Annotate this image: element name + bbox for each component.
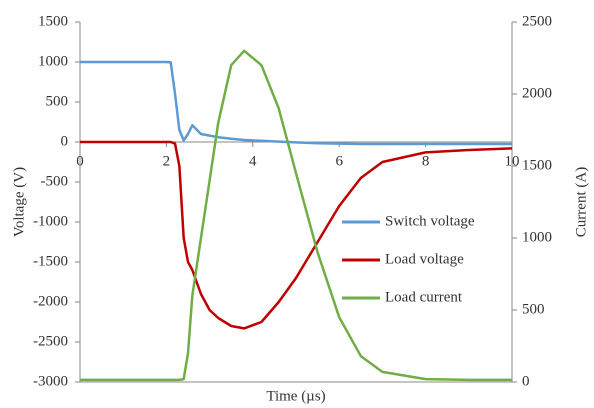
y2-tick-label: 0 — [522, 373, 530, 389]
y2-tick-label: 1000 — [522, 229, 552, 245]
y2-axis-label: Current (A) — [573, 167, 589, 237]
y-tick-label: -1500 — [33, 253, 68, 269]
y-axis-label: Voltage (V) — [11, 167, 27, 237]
y-tick-label: 0 — [61, 133, 69, 149]
x-tick-label: 0 — [76, 153, 84, 169]
x-tick-label: 8 — [422, 153, 430, 169]
series-line — [80, 49, 512, 382]
series-line — [80, 60, 512, 146]
y-tick-label: -3000 — [33, 373, 68, 389]
y-tick-label: -2500 — [33, 333, 68, 349]
y-tick-label: -1000 — [33, 213, 68, 229]
y-tick-label: 500 — [46, 93, 69, 109]
y2-tick-label: 500 — [522, 301, 545, 317]
x-tick-label: 2 — [163, 153, 171, 169]
y-tick-label: 1500 — [38, 13, 68, 29]
x-tick-label: 4 — [249, 153, 257, 169]
series-line — [80, 140, 513, 330]
x-tick-label: 6 — [335, 153, 343, 169]
legend-label: Load current — [385, 289, 463, 305]
legend-label: Load voltage — [385, 251, 464, 267]
y2-tick-label: 2000 — [522, 85, 552, 101]
y-tick-label: -500 — [41, 173, 69, 189]
y-tick-label: 1000 — [38, 53, 68, 69]
x-tick-label: 10 — [505, 153, 520, 169]
x-axis-label: Time (µs) — [266, 388, 325, 404]
y-tick-label: -2000 — [33, 293, 68, 309]
legend-label: Switch voltage — [385, 213, 475, 229]
y2-tick-label: 1500 — [522, 157, 552, 173]
y2-tick-label: 2500 — [522, 13, 552, 29]
